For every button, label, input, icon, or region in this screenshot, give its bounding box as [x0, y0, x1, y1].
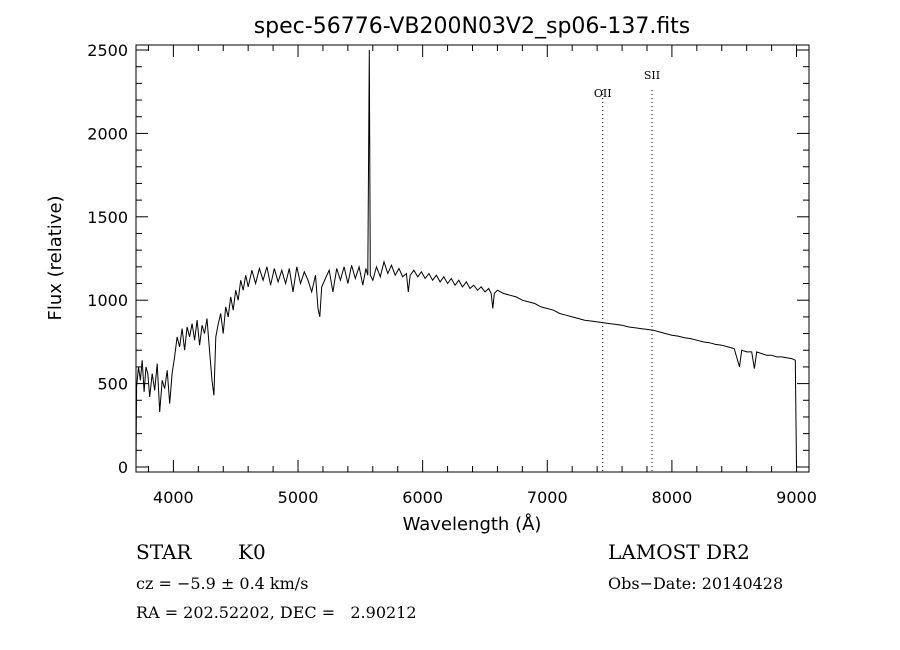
x-tick-label: 9000	[776, 488, 817, 507]
object-class: STAR	[136, 540, 192, 564]
plot-frame	[135, 44, 810, 473]
x-tick-label: 5000	[278, 488, 319, 507]
survey-name: LAMOST DR2	[608, 540, 750, 564]
y-axis-label: Flux (relative)	[45, 195, 66, 320]
marker-label: OII	[594, 87, 612, 100]
y-tick-label: 1000	[87, 291, 128, 310]
object-subclass: K0	[238, 540, 266, 564]
line-markers: OII SII	[594, 69, 660, 472]
x-tick-label: 6000	[402, 488, 443, 507]
y-tick-label: 0	[118, 458, 128, 477]
coordinates: RA = 202.52202, DEC = 2.90212	[136, 603, 417, 622]
y-tick-label: 500	[97, 375, 128, 394]
spectrum-line	[135, 49, 797, 468]
y-tick-label: 1500	[87, 208, 128, 227]
chart-title: spec-56776-VB200N03V2_sp06-137.fits	[254, 14, 691, 39]
x-axis-label: Wavelength (Å)	[403, 513, 542, 535]
x-axis: 4000 5000 6000 7000 8000 9000	[147, 45, 817, 507]
marker-label: SII	[644, 69, 660, 82]
y-tick-label: 2000	[87, 124, 128, 143]
redshift-text: cz = −5.9 ± 0.4 km/s	[136, 574, 309, 593]
x-tick-label: 4000	[153, 488, 194, 507]
x-tick-label: 7000	[527, 488, 568, 507]
y-tick-label: 2500	[87, 41, 128, 60]
x-tick-label: 8000	[652, 488, 693, 507]
y-axis: 0 500 1000 1500 2000 2500	[87, 41, 809, 477]
obs-date: Obs−Date: 20140428	[608, 574, 784, 593]
